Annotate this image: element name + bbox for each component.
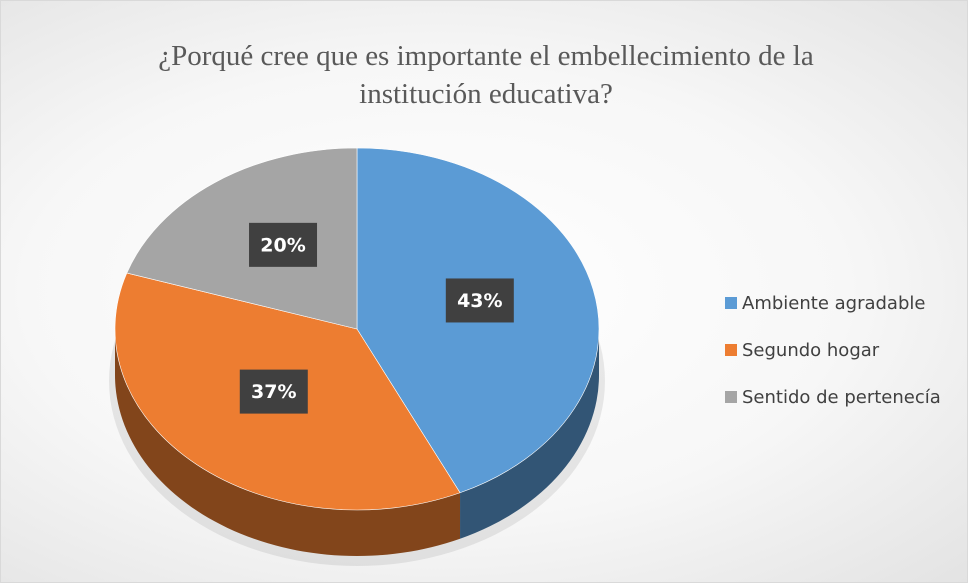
label-box: [239, 369, 308, 414]
pie-side: [460, 329, 599, 539]
data-label: 43%: [457, 290, 502, 312]
legend-label: Ambiente agradable: [742, 293, 925, 314]
legend-swatch: [725, 391, 737, 403]
label-box: [249, 222, 318, 267]
data-label: 20%: [260, 234, 305, 256]
chart-title: ¿Porqué cree que es importante el embell…: [158, 40, 814, 110]
data-label: 37%: [251, 381, 296, 403]
legend-label: Segundo hogar: [742, 340, 880, 361]
pie-slice: [126, 147, 358, 330]
legend-swatch: [725, 297, 737, 309]
legend-label: Sentido de pertenecía: [742, 387, 941, 408]
legend-swatch: [725, 344, 737, 356]
pie-side: [115, 329, 461, 556]
label-box: [445, 278, 514, 323]
